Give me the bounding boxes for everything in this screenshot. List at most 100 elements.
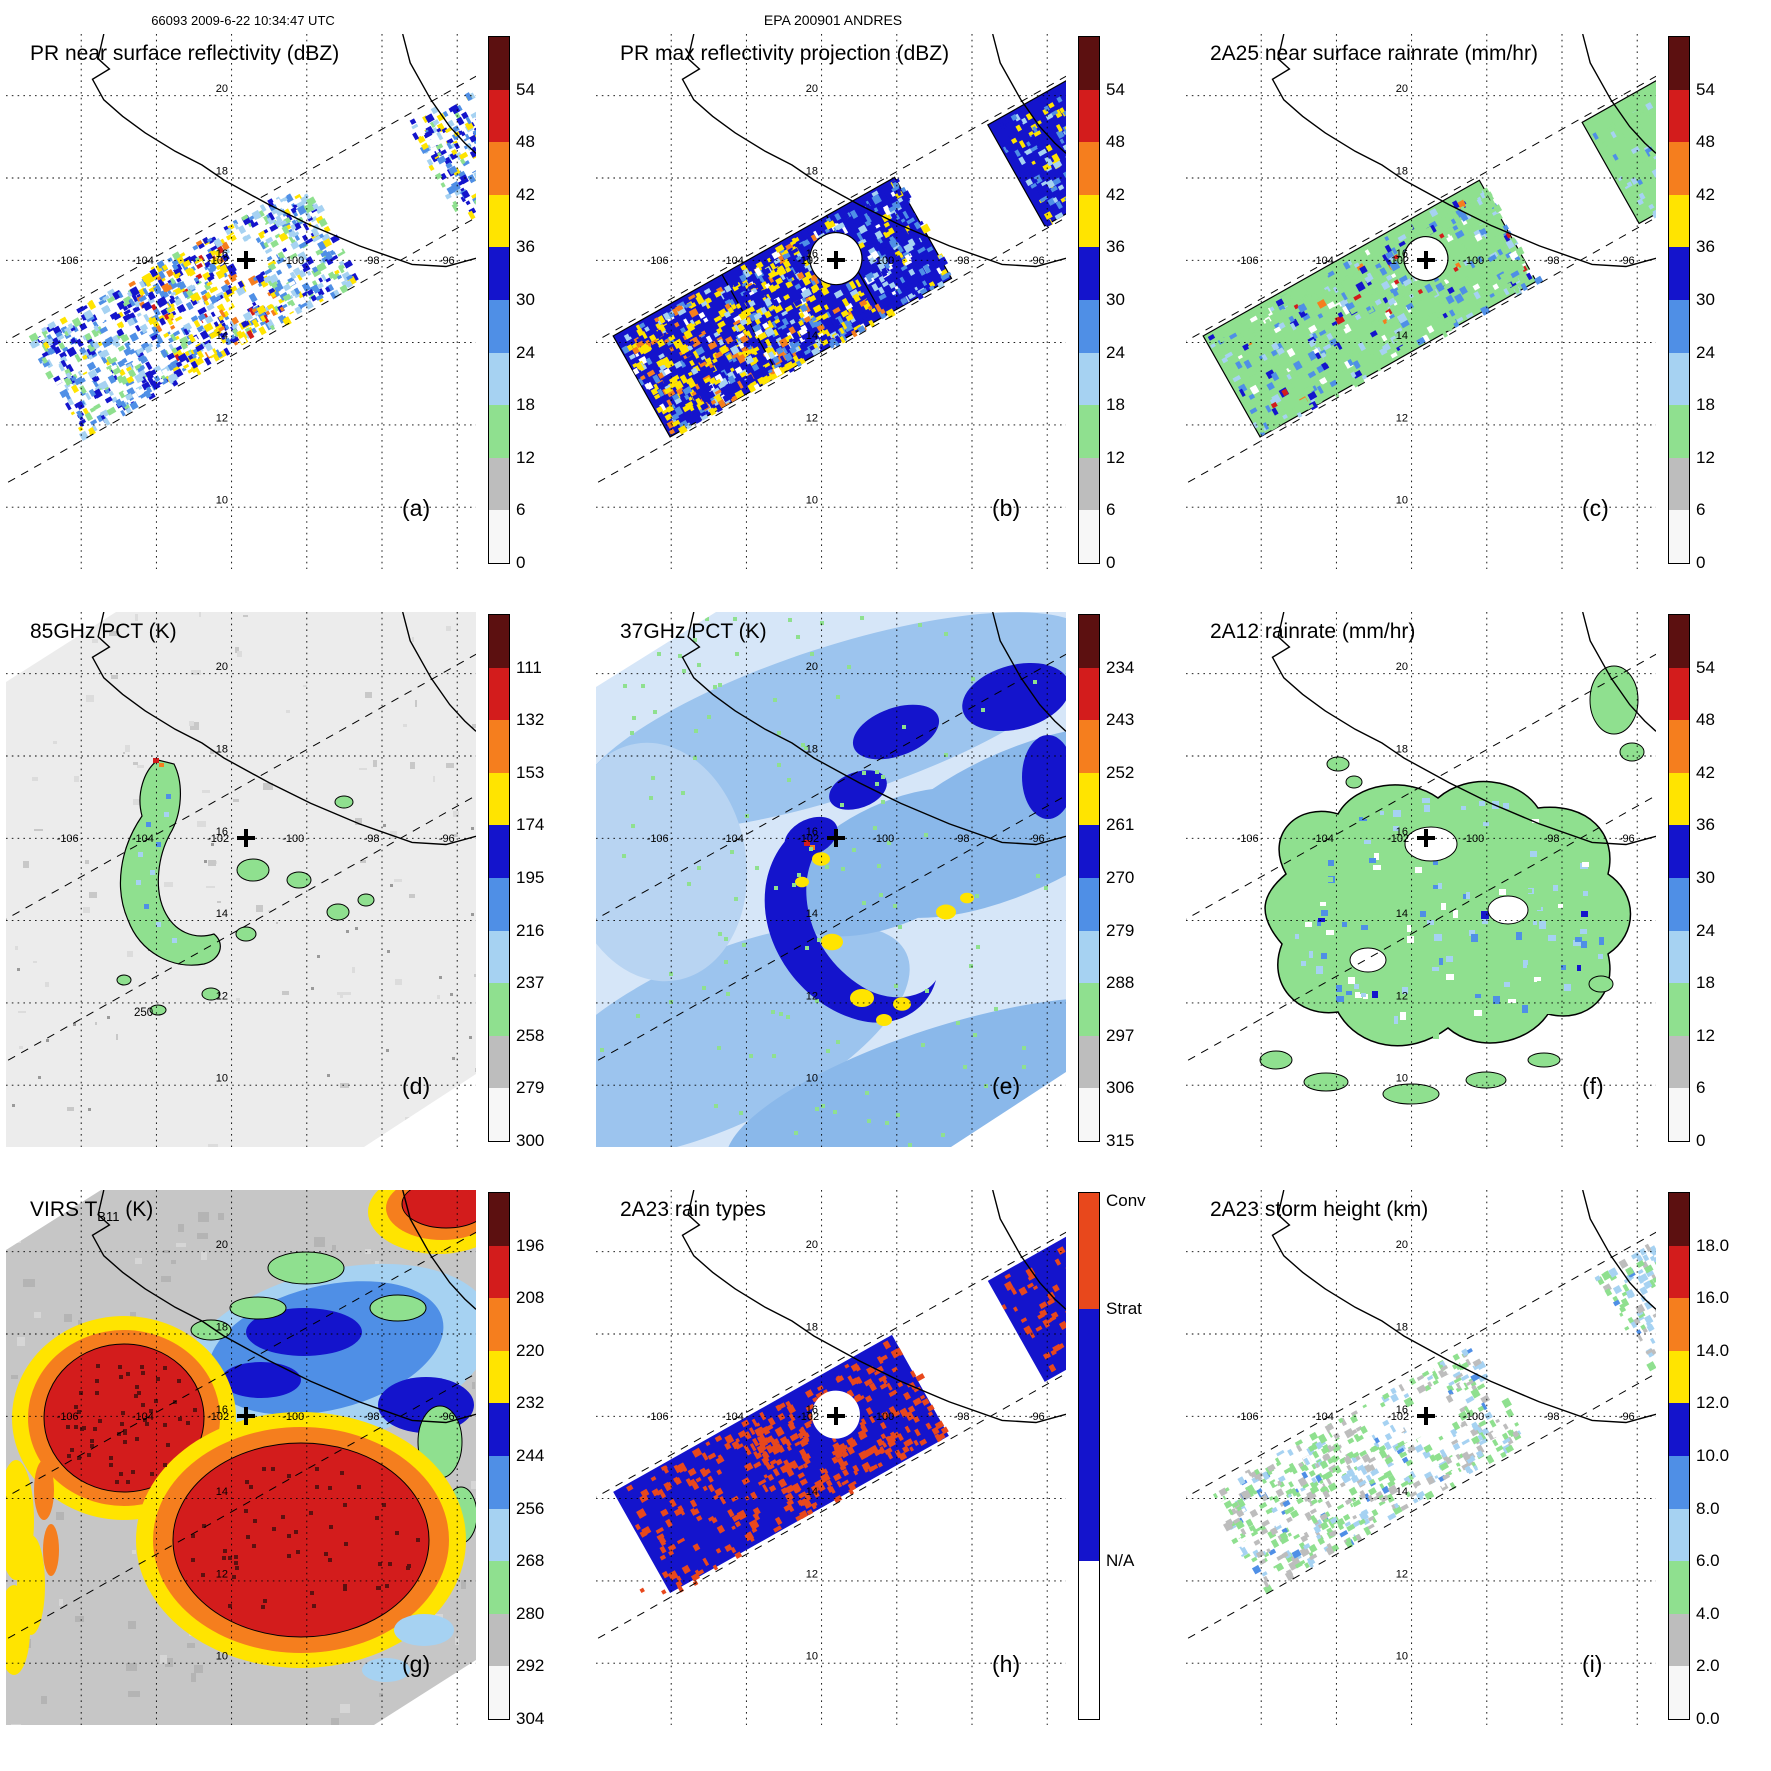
colorbar-scale: Conv Strat N/A: [1078, 1191, 1146, 1720]
colorbar-segment: [1669, 1035, 1689, 1089]
colorbar-segment: [1669, 299, 1689, 353]
storm-center-marker: [237, 829, 255, 847]
colorbar-segment: [489, 825, 509, 878]
lon-label: -100: [282, 255, 304, 267]
colorbar-tick: 208: [516, 1288, 545, 1308]
lon-label: -96: [1619, 255, 1635, 267]
colorbar-tick: 12: [1106, 447, 1125, 467]
colorbar-tick: 42: [1696, 762, 1715, 782]
colorbar-tick: 304: [516, 1709, 545, 1728]
lon-label: -104: [1312, 833, 1334, 845]
storm-center-marker: [1417, 829, 1435, 847]
lat-label: 10: [1396, 495, 1408, 507]
storm-center-marker: [827, 829, 845, 847]
latlon-grid: [596, 612, 1066, 1147]
colorbar-segment: [1079, 352, 1099, 406]
colorbar-scale: 54 48 42 36 30 24 18 12 6 0: [1668, 36, 1715, 572]
lat-label: 18: [216, 166, 228, 178]
colorbar-segment: [489, 1613, 509, 1667]
map-svg-f: -106 -104 -102 -100 -98 -96 20 18 16 14 12 10 (f): [1186, 612, 1656, 1147]
colorbar-tick: 6: [1696, 500, 1706, 520]
colorbar-segment: [1079, 37, 1099, 90]
lat-label: 12: [806, 1568, 818, 1580]
storm-center-marker: [237, 251, 255, 269]
colorbar-segment: [489, 510, 509, 563]
colorbar-segment: [489, 352, 509, 406]
lon-label: -98: [364, 833, 380, 845]
panel-title: PR max reflectivity projection (dBZ): [620, 42, 949, 66]
coastline-gulf: [992, 1190, 1066, 1310]
coastline-gulf: [1582, 612, 1656, 732]
colorbar-segment: [1079, 930, 1099, 984]
colorbar-tick: 30: [1696, 868, 1715, 887]
coastline-gulf: [402, 34, 476, 154]
colorbar-segment: [489, 615, 509, 668]
colorbar-tick: 12: [1696, 447, 1715, 467]
colorbar-tick: 196: [516, 1235, 545, 1255]
swath-edge-lines: [596, 75, 1066, 484]
colorbar-segment: [489, 457, 509, 511]
colorbar-segment: [489, 1088, 509, 1141]
colorbar-tick: 174: [516, 815, 545, 835]
colorbar-scale: 54 48 42 36 30 24 18 12 6 0: [488, 36, 535, 572]
map-svg-b: -106 -104 -102 -100 -98 -96 20 18 16 14 12 10 (b): [596, 34, 1066, 569]
storm-center-marker: [827, 1407, 845, 1425]
colorbar-d: 111 132 153 174 195 216 237 258 279 300: [488, 612, 594, 1150]
colorbar-segment: [1079, 615, 1099, 668]
lon-label: -100: [872, 833, 894, 845]
lon-label: -102: [207, 1411, 229, 1423]
colorbar-tick: 153: [516, 762, 545, 782]
lat-label: 14: [1396, 1486, 1408, 1498]
colorbar-tick: 42: [516, 184, 535, 204]
lat-label: 16: [216, 1404, 228, 1416]
colorbar-segment: [1079, 457, 1099, 511]
colorbar-segment: [1669, 1298, 1689, 1351]
colorbar-segment: [1669, 1613, 1689, 1667]
colorbar-segment: [489, 1298, 509, 1351]
lon-label: -104: [132, 1411, 154, 1423]
lat-label: 20: [216, 83, 228, 95]
colorbar-segment: [489, 1666, 509, 1719]
lat-label: 12: [1396, 412, 1408, 424]
panel-title: 2A23 storm height (km): [1210, 1198, 1428, 1222]
swath-edge-lines: [6, 653, 476, 1062]
lon-label: -104: [132, 255, 154, 267]
panel-i: -106 -104 -102 -100 -98 -96 20 18 16 14 12 10 (i) 2A2…: [1180, 1184, 1770, 1762]
colorbar-tick: 30: [516, 290, 535, 309]
latlon-grid: [1186, 612, 1656, 1147]
swath-data-layer: [613, 1214, 1066, 1595]
colorbar-tick: 6.0: [1696, 1551, 1720, 1571]
deep-convection-band: [764, 827, 936, 1023]
lon-label: -102: [207, 833, 229, 845]
lon-label: -104: [1312, 1411, 1334, 1423]
colorbar-segment: [1669, 1245, 1689, 1299]
panel-letter: (b): [992, 495, 1020, 521]
map-area-e: -106 -104 -102 -100 -98 -96 20 18 16 14 12 10 (e) 37G…: [596, 612, 1066, 1147]
swath-edge-lines: [596, 653, 1066, 1062]
lat-label: 18: [1396, 1322, 1408, 1334]
coastline: [91, 34, 476, 268]
colorbar-segment: [1669, 1455, 1689, 1509]
panel-letter: (g): [402, 1651, 430, 1677]
colorbar-tick: 237: [516, 973, 545, 993]
colorbar-segment: [1669, 667, 1689, 721]
colorbar-segment: [489, 37, 509, 90]
lon-label: -102: [1387, 833, 1409, 845]
colorbar-segment: [1669, 1403, 1689, 1456]
colorbar-tick: 279: [516, 1078, 545, 1098]
colorbar-tick: 14.0: [1696, 1340, 1730, 1360]
colorbar-b: 54 48 42 36 30 24 18 12 6 0: [1078, 34, 1184, 572]
lat-label: 16: [806, 826, 818, 838]
colorbar-segment: [1669, 720, 1689, 773]
map-area-a: -106 -104 -102 -100 -98 -96 20 18 16 14 12 10 (a) PR …: [6, 34, 476, 569]
coastline-pacific: [1271, 1190, 1656, 1424]
colorbar-segment: [489, 667, 509, 721]
colorbar-segment: [1669, 1561, 1689, 1614]
map-area-i: -106 -104 -102 -100 -98 -96 20 18 16 14 12 10 (i) 2A2…: [1186, 1190, 1656, 1725]
map-svg-e: -106 -104 -102 -100 -98 -96 20 18 16 14 12 10 (e): [596, 612, 1066, 1147]
colorbar-c: 54 48 42 36 30 24 18 12 6 0: [1668, 34, 1771, 572]
colorbar-scale: 234 243 252 261 270 279 288 297 306 315: [1078, 614, 1134, 1150]
colorbar-tick: 54: [1696, 79, 1715, 99]
panel-h: -106 -104 -102 -100 -98 -96 20 18 16 14 12 10 (h) 2A2…: [590, 1184, 1180, 1762]
lon-label: -102: [797, 255, 819, 267]
